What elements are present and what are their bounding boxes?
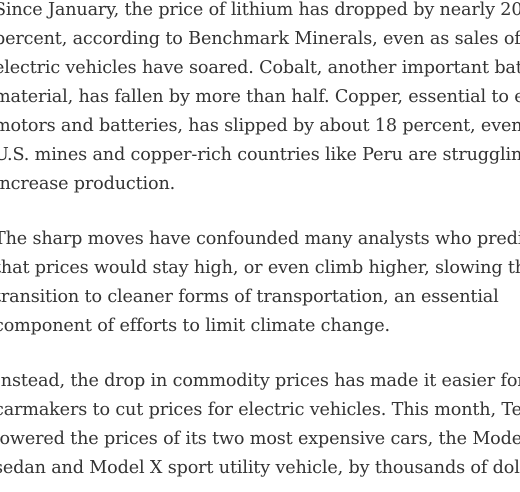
paragraph-line: increase production. xyxy=(0,174,176,194)
paragraph-line: carmakers to cut prices for electric veh… xyxy=(0,400,520,420)
paragraph-line: that prices would stay high, or even cli… xyxy=(0,258,520,278)
paragraph-line: material, has fallen by more than half. … xyxy=(0,87,520,107)
paragraph-line: electric vehicles have soared. Cobalt, a… xyxy=(0,58,520,78)
paragraph-line: Instead, the drop in commodity prices ha… xyxy=(0,371,520,391)
paragraph-line: transition to cleaner forms of transport… xyxy=(0,287,499,307)
paragraph-line: component of efforts to limit climate ch… xyxy=(0,316,390,336)
paragraph-line: lowered the prices of its two most expen… xyxy=(0,429,520,449)
paragraph-line: sedan and Model X sport utility vehicle,… xyxy=(0,458,520,478)
paragraph-line: percent, according to Benchmark Minerals… xyxy=(0,29,520,49)
paragraph-line: motors and batteries, has slipped by abo… xyxy=(0,116,520,136)
paragraph-line: U.S. mines and copper-rich countries lik… xyxy=(0,145,520,165)
paragraph-line: Since January, the price of lithium has … xyxy=(0,0,520,20)
paragraph-line: The sharp moves have confounded many ana… xyxy=(0,229,520,249)
